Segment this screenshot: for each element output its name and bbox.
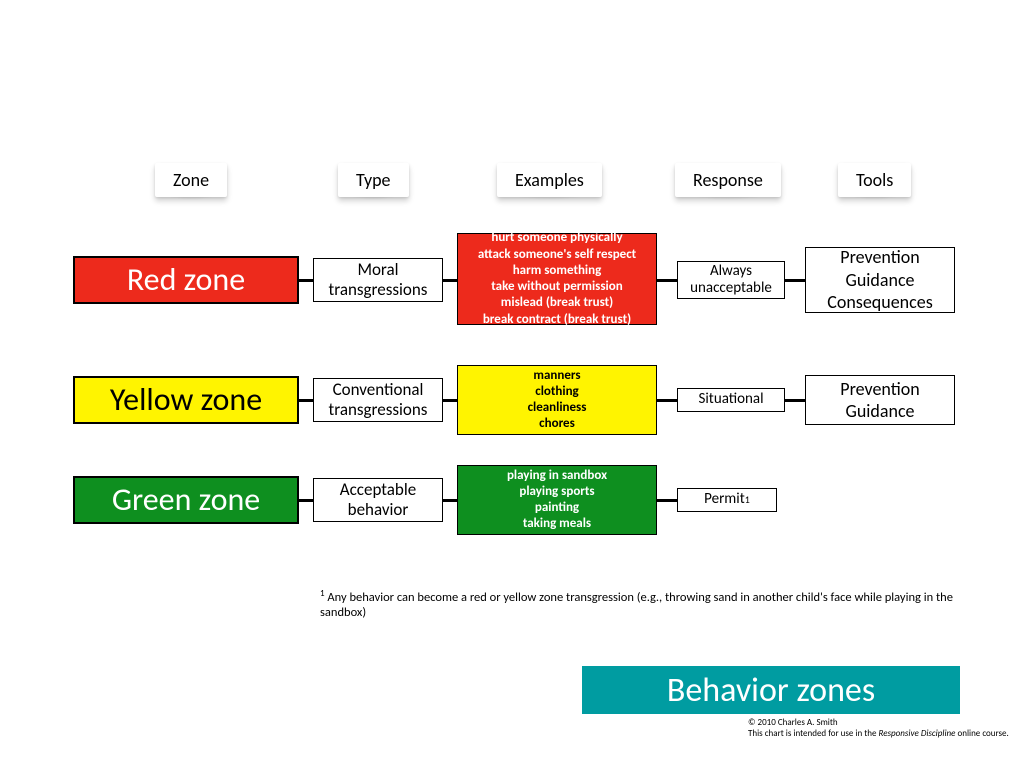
red-type-box: Moral transgressions [313,258,443,302]
connector [785,399,805,402]
red-zone-box: Red zone [73,256,299,304]
credit-line2-post: online course. [955,728,1008,739]
yellow-type-box: Conventional transgressions [313,378,443,422]
header-zone: Zone [155,163,227,197]
green-response-label: Permit [704,491,745,508]
green-type-box: Acceptable behavior [313,478,443,522]
credit-line2: This chart is intended for use in the Re… [748,729,1009,740]
connector [443,499,457,502]
green-response-sup: 1 [745,494,750,506]
connector [299,499,313,502]
yellow-zone-box: Yellow zone [73,376,299,424]
credit-line2-pre: This chart is intended for use in the [748,728,879,739]
green-zone-box: Green zone [73,476,299,524]
header-examples: Examples [497,163,602,197]
connector [657,279,677,282]
green-zone-label: Green zone [112,482,260,519]
yellow-zone-label: Yellow zone [110,382,262,419]
yellow-tools-box: Prevention Guidance [805,375,955,425]
red-response-box: Always unacceptable [677,261,785,299]
title-banner: Behavior zones [582,666,960,714]
connector [657,499,677,502]
red-zone-label: Red zone [127,262,245,299]
header-type: Type [338,163,409,197]
header-tools: Tools [838,163,911,197]
green-examples-box: playing in sandbox playing sports painti… [457,465,657,535]
connector [443,279,457,282]
red-examples-box: hurt someone physically attack someone's… [457,233,657,325]
connector [299,399,313,402]
credit-line2-em: Responsive Discipline [879,728,956,739]
yellow-response-box: Situational [677,388,785,412]
connector [657,399,677,402]
footnote-text: Any behavior can become a red or yellow … [320,590,953,620]
header-response: Response [675,163,781,197]
connector [785,279,805,282]
red-tools-box: Prevention Guidance Consequences [805,247,955,313]
green-response-box: Permit 1 [677,488,777,512]
credit: © 2010 Charles A. Smith This chart is in… [748,718,1009,740]
connector [443,399,457,402]
connector [299,279,313,282]
footnote: 1 Any behavior can become a red or yello… [320,588,960,620]
diagram-stage: Zone Type Examples Response Tools Red zo… [0,0,1020,765]
yellow-examples-box: manners clothing cleanliness chores [457,365,657,435]
